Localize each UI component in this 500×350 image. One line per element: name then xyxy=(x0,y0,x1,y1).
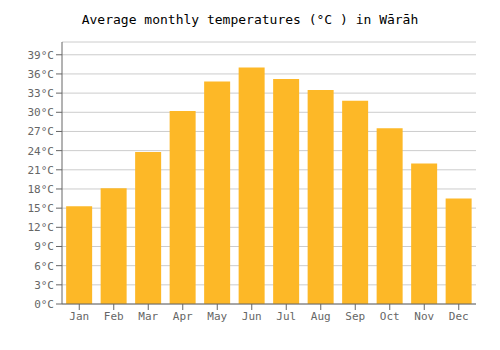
svg-text:12°C: 12°C xyxy=(28,221,55,234)
svg-text:Nov: Nov xyxy=(414,310,434,323)
html-text:Average monthly temperatures (: Average monthly temperatures (°C ) in Wā… xyxy=(81,12,419,27)
svg-text:18°C: 18°C xyxy=(28,183,55,196)
svg-text:15°C: 15°C xyxy=(28,202,55,215)
svg-text:Jan: Jan xyxy=(69,310,89,323)
svg-text:Jul: Jul xyxy=(276,310,296,323)
svg-text:39°C: 39°C xyxy=(28,49,55,62)
svg-text:3°C: 3°C xyxy=(34,279,54,292)
svg-text:Dec: Dec xyxy=(449,310,469,323)
svg-text:30°C: 30°C xyxy=(28,106,55,119)
svg-text:21°C: 21°C xyxy=(28,164,55,177)
svg-text:Apr: Apr xyxy=(173,310,193,323)
svg-text:Aug: Aug xyxy=(311,310,331,323)
svg-text:Oct: Oct xyxy=(380,310,400,323)
svg-text:Feb: Feb xyxy=(104,310,124,323)
svg-text:Sep: Sep xyxy=(345,310,365,323)
svg-text:24°C: 24°C xyxy=(28,145,55,158)
svg-text:Jun: Jun xyxy=(242,310,262,323)
svg-text:36°C: 36°C xyxy=(28,68,55,81)
svg-text:9°C: 9°C xyxy=(34,240,54,253)
svg-text:33°C: 33°C xyxy=(28,87,55,100)
svg-text:May: May xyxy=(207,310,227,323)
svg-text:0°C: 0°C xyxy=(34,298,54,311)
svg-text:6°C: 6°C xyxy=(34,260,54,273)
svg-text:27°C: 27°C xyxy=(28,125,55,138)
svg-text:Mar: Mar xyxy=(138,310,158,323)
